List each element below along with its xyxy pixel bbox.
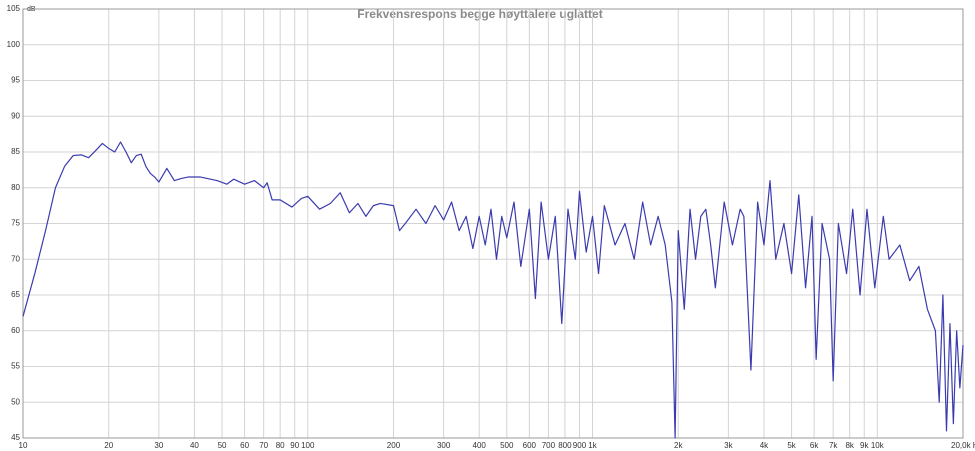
y-tick-label: 90 bbox=[11, 111, 20, 120]
x-tick-label: 900 bbox=[573, 441, 587, 450]
x-tick-label: 300 bbox=[437, 441, 451, 450]
x-tick-label: 4k bbox=[760, 441, 769, 450]
x-tick-label: 2k bbox=[674, 441, 683, 450]
y-tick-label: 80 bbox=[11, 183, 20, 192]
x-tick-label: 20 bbox=[104, 441, 113, 450]
x-tick-label: 10k bbox=[871, 441, 885, 450]
y-tick-label: 75 bbox=[11, 219, 20, 228]
x-tick-label: 500 bbox=[500, 441, 514, 450]
y-tick-label: 65 bbox=[11, 290, 20, 299]
x-tick-label: 3k bbox=[724, 441, 733, 450]
x-tick-label: 20,0k Hz bbox=[951, 441, 975, 450]
x-tick-label: 9k bbox=[860, 441, 869, 450]
y-tick-label: 45 bbox=[11, 433, 20, 442]
x-tick-label: 7k bbox=[829, 441, 838, 450]
response-line bbox=[22, 141, 964, 439]
x-tick-label: 80 bbox=[276, 441, 285, 450]
x-tick-label: 70 bbox=[259, 441, 268, 450]
y-tick-label: 60 bbox=[11, 326, 20, 335]
y-tick-label: 100 bbox=[7, 40, 21, 49]
y-tick-label: 50 bbox=[11, 397, 20, 406]
x-tick-label: 40 bbox=[190, 441, 199, 450]
x-tick-label: 90 bbox=[290, 441, 299, 450]
x-tick-label: 30 bbox=[154, 441, 163, 450]
x-tick-label: 5k bbox=[787, 441, 796, 450]
x-tick-label: 10 bbox=[19, 441, 28, 450]
x-tick-label: 1k bbox=[588, 441, 597, 450]
x-tick-label: 800 bbox=[558, 441, 572, 450]
y-tick-label: 55 bbox=[11, 362, 20, 371]
x-tick-label: 400 bbox=[473, 441, 487, 450]
x-tick-label: 600 bbox=[523, 441, 537, 450]
x-tick-label: 200 bbox=[387, 441, 401, 450]
chart-title: Frekvensrespons begge høyttalere uglatte… bbox=[357, 7, 602, 21]
y-tick-label: 105 bbox=[7, 4, 21, 13]
y-tick-label: 70 bbox=[11, 254, 20, 263]
x-tick-label: 6k bbox=[810, 441, 819, 450]
x-tick-label: 700 bbox=[542, 441, 556, 450]
y-tick-label: 95 bbox=[11, 76, 20, 85]
x-tick-label: 8k bbox=[845, 441, 854, 450]
x-tick-label: 60 bbox=[240, 441, 249, 450]
x-tick-label: 50 bbox=[218, 441, 227, 450]
x-tick-label: 100 bbox=[301, 441, 315, 450]
plot-border bbox=[22, 8, 964, 439]
y-tick-label: 85 bbox=[11, 147, 20, 156]
